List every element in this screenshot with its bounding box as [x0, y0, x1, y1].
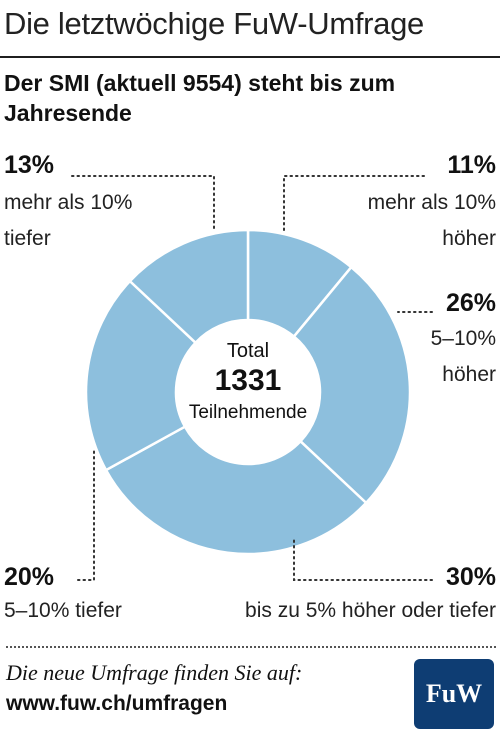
slice-pct-label: 11%: [447, 151, 496, 179]
slice-desc-label: mehr als 10%: [4, 191, 133, 214]
leader-line: [293, 539, 433, 581]
slice-pct-label: 13%: [4, 151, 55, 179]
footer-link[interactable]: www.fuw.ch/umfragen: [6, 692, 228, 715]
slice-desc-label: höher: [442, 363, 496, 386]
center-value: 1331: [215, 364, 282, 397]
leader-line: [71, 175, 215, 233]
footer-text: Die neue Umfrage finden Sie auf:: [6, 660, 303, 685]
leader-line: [77, 447, 95, 581]
slice-pct-label: 20%: [4, 563, 55, 591]
donut-slice-2: [292, 265, 412, 505]
slice-desc-label: 5–10% tiefer: [4, 599, 122, 622]
center-label-total: Total: [227, 340, 269, 362]
slice-desc-label: mehr als 10%: [367, 191, 496, 214]
chart-title: Der SMI (aktuell 9554) steht bis zum Jah…: [4, 70, 396, 126]
donut-slice-5: [128, 228, 250, 345]
slice-pct-label: 30%: [445, 563, 496, 591]
page-header: Die letztwöchige FuW-Umfrage: [4, 6, 424, 41]
leader-line: [283, 175, 425, 231]
center-label-participants: Teilnehmende: [189, 402, 307, 423]
slice-desc-label: 5–10%: [430, 327, 496, 350]
fuw-logo: FuW: [414, 659, 494, 729]
header-rule: [0, 56, 500, 58]
slice-desc-label: bis zu 5% höher oder tiefer: [245, 599, 496, 622]
donut-slice-4: [84, 279, 198, 472]
slice-desc-label: tiefer: [4, 227, 51, 250]
slice-pct-label: 26%: [445, 289, 496, 317]
footer-divider: [6, 646, 496, 648]
slice-desc-label: höher: [442, 227, 496, 250]
